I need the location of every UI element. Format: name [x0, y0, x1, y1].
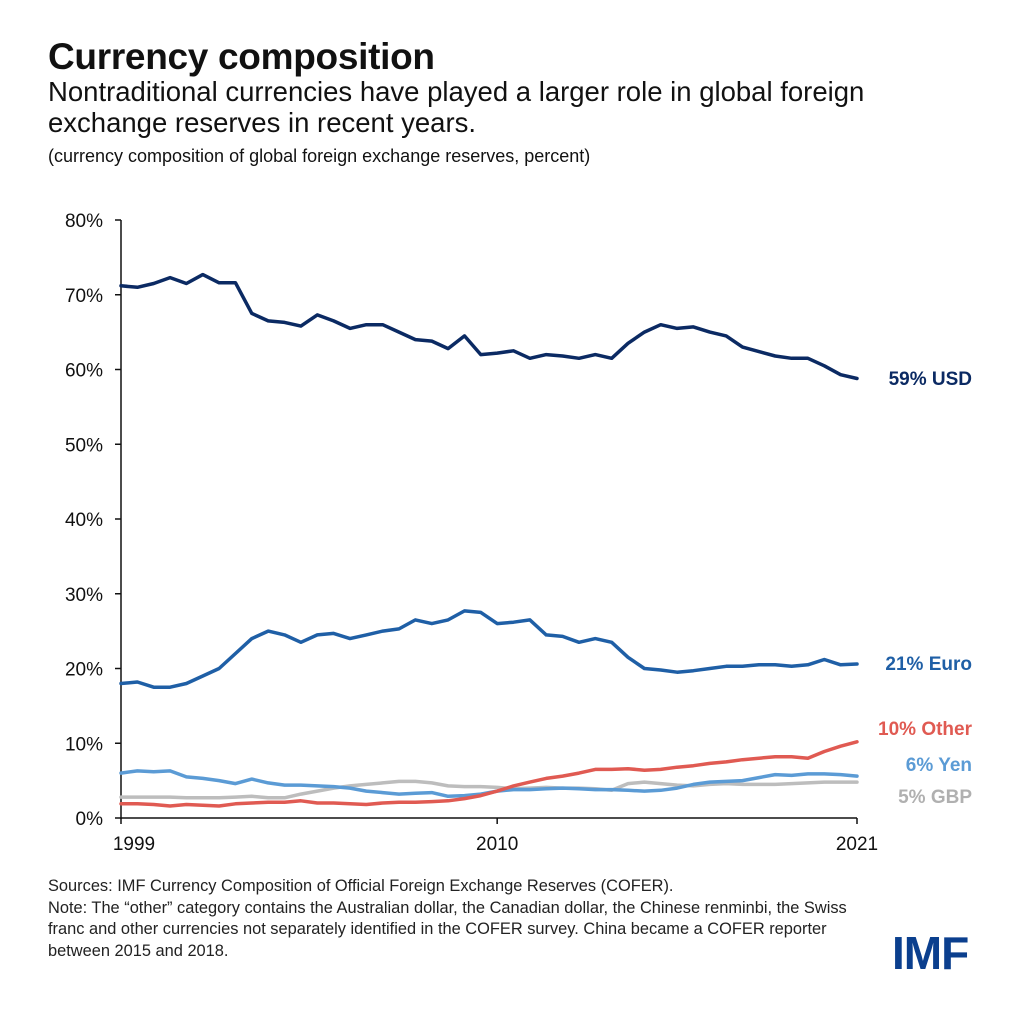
footnote: Sources: IMF Currency Composition of Off…	[48, 876, 878, 962]
chart-subtitle: Nontraditional currencies have played a …	[48, 76, 865, 138]
y-tick-label: 80%	[65, 211, 103, 232]
y-tick-label: 40%	[65, 510, 103, 531]
series-label-gbp: 5% GBP	[898, 787, 972, 808]
imf-logo: IMF	[892, 927, 969, 979]
x-tick-label: 2021	[836, 834, 878, 855]
series-line-gbp	[119, 779, 859, 800]
y-tick-label: 30%	[65, 585, 103, 606]
y-tick-label: 70%	[65, 286, 103, 307]
series-line-usd	[119, 272, 859, 381]
chart-title: Currency composition	[48, 36, 435, 77]
series-line-other	[119, 740, 859, 808]
series-label-euro: 21% Euro	[885, 654, 972, 675]
y-tick-label: 10%	[65, 734, 103, 755]
series-label-usd: 59% USD	[889, 369, 972, 390]
x-tick-label: 1999	[113, 834, 155, 855]
note-text: Note: The “other” category contains the …	[48, 898, 847, 960]
series-label-other: 10% Other	[878, 719, 973, 740]
x-tick-label: 2010	[476, 834, 518, 855]
series-label-yen: 6% Yen	[906, 755, 972, 776]
y-tick-label: 0%	[76, 809, 104, 830]
sources-text: Sources: IMF Currency Composition of Off…	[48, 877, 674, 895]
y-tick-label: 60%	[65, 361, 103, 382]
series-line-euro	[119, 609, 859, 689]
chart-units-note: (currency composition of global foreign …	[48, 146, 591, 166]
y-tick-label: 50%	[65, 435, 103, 456]
y-tick-label: 20%	[65, 660, 103, 681]
